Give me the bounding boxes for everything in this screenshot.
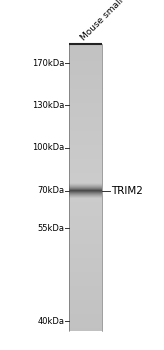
Text: 55kDa: 55kDa bbox=[37, 224, 64, 233]
Text: 40kDa: 40kDa bbox=[37, 317, 64, 326]
Text: 130kDa: 130kDa bbox=[32, 100, 64, 110]
Text: TRIM2: TRIM2 bbox=[112, 186, 143, 196]
Text: 70kDa: 70kDa bbox=[37, 186, 64, 195]
Text: Mouse small intestine: Mouse small intestine bbox=[79, 0, 155, 42]
Text: 170kDa: 170kDa bbox=[32, 58, 64, 68]
Text: 100kDa: 100kDa bbox=[32, 143, 64, 152]
